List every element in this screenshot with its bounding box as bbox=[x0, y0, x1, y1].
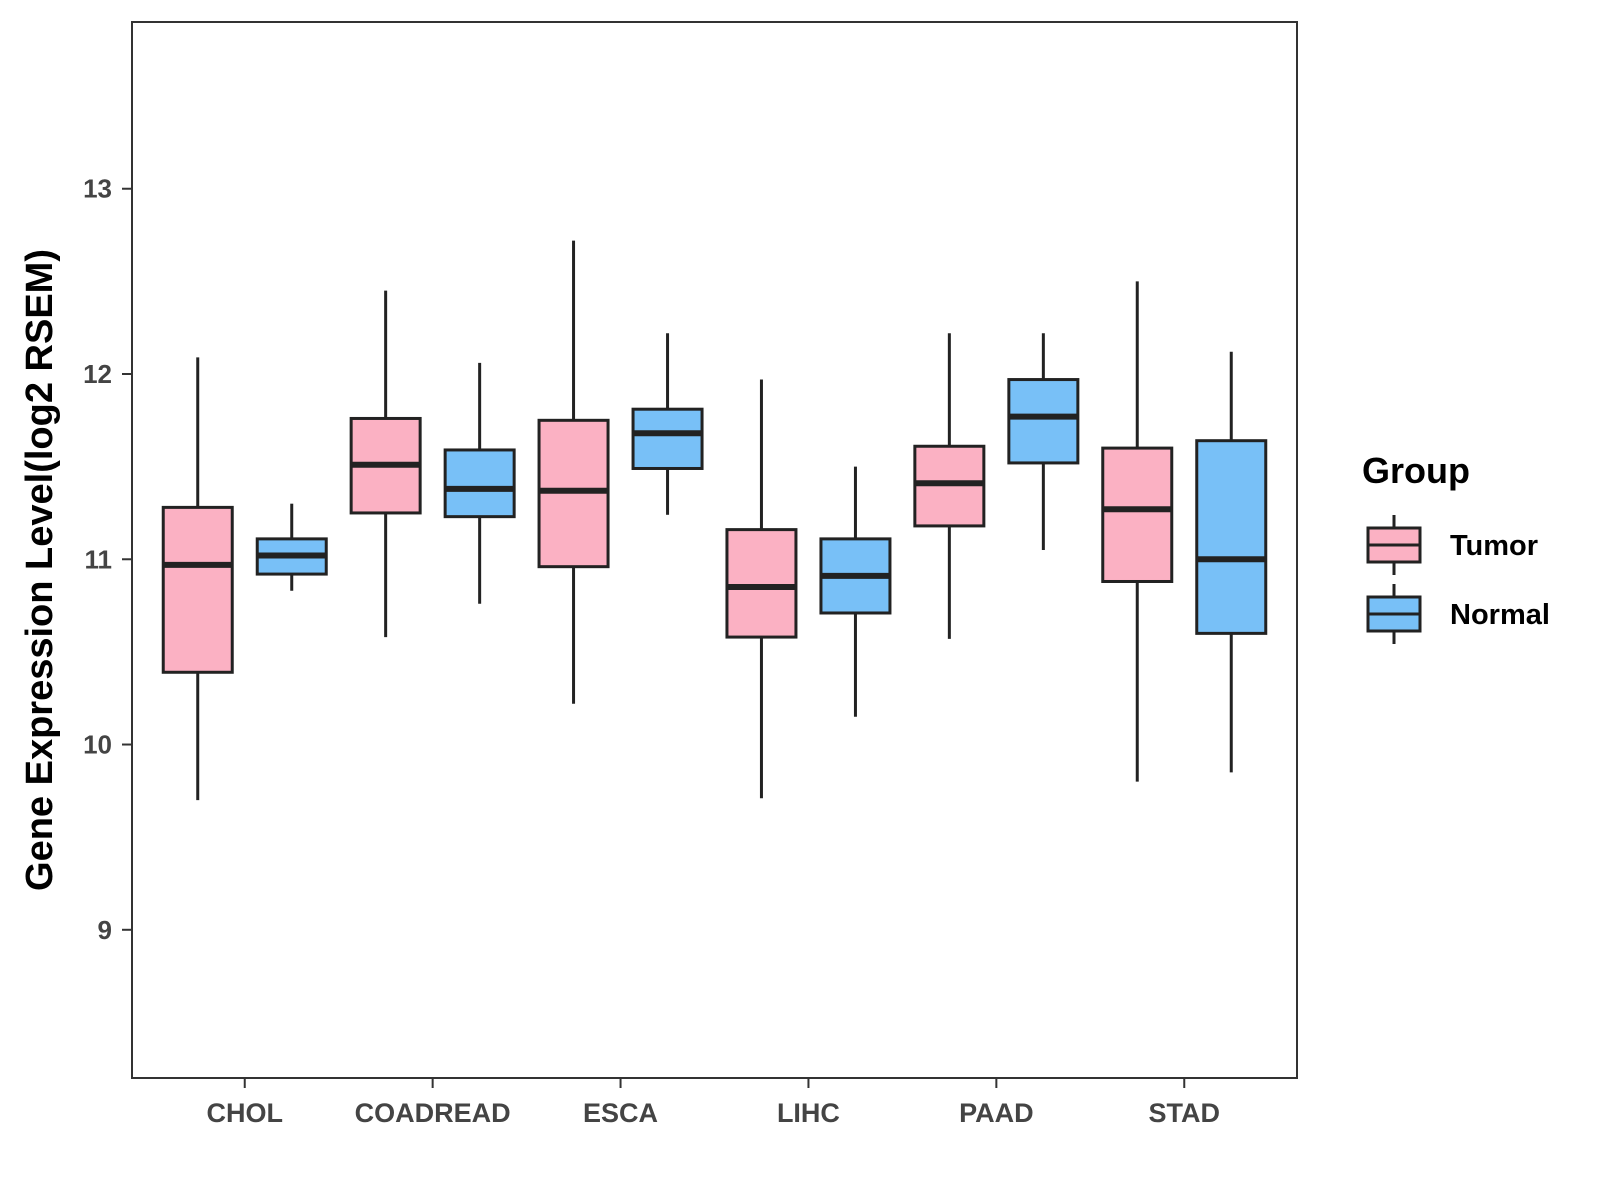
box-paad-normal bbox=[1007, 378, 1080, 465]
legend-label-tumor: Tumor bbox=[1450, 530, 1538, 562]
box-coadread-normal bbox=[443, 448, 516, 519]
x-tick-label-stad: STAD bbox=[1149, 1098, 1221, 1128]
y-tick-label-11: 11 bbox=[85, 544, 113, 574]
box-stad-tumor bbox=[1101, 446, 1174, 583]
x-tick-label-coadread: COADREAD bbox=[355, 1098, 511, 1128]
box-lihc-tumor bbox=[725, 528, 798, 639]
box-chol-tumor bbox=[161, 505, 234, 674]
x-tick-label-chol: CHOL bbox=[206, 1098, 283, 1128]
y-tick-label-9: 9 bbox=[98, 915, 112, 945]
legend: Group Tumor Normal bbox=[1362, 450, 1550, 644]
plot-panel-border bbox=[131, 21, 1298, 1079]
y-tick-label-10: 10 bbox=[83, 730, 112, 760]
box-stad-normal bbox=[1195, 439, 1268, 635]
y-axis-title: Gene Expression Level(log2 RSEM) bbox=[19, 249, 61, 891]
box-esca-normal bbox=[631, 407, 704, 470]
x-tick-label-lihc: LIHC bbox=[777, 1098, 840, 1128]
y-tick-label-13: 13 bbox=[83, 174, 112, 204]
axes: 9 10 11 12 13 CHOL COADREAD ESCA LIHC PAAD STAD bbox=[83, 174, 1220, 1128]
legend-label-normal: Normal bbox=[1450, 599, 1550, 631]
x-tick-label-paad: PAAD bbox=[959, 1098, 1034, 1128]
legend-title: Group bbox=[1362, 450, 1470, 491]
y-tick-label-12: 12 bbox=[83, 359, 112, 389]
x-tick-label-esca: ESCA bbox=[583, 1098, 658, 1128]
plot-area bbox=[131, 21, 1298, 1079]
